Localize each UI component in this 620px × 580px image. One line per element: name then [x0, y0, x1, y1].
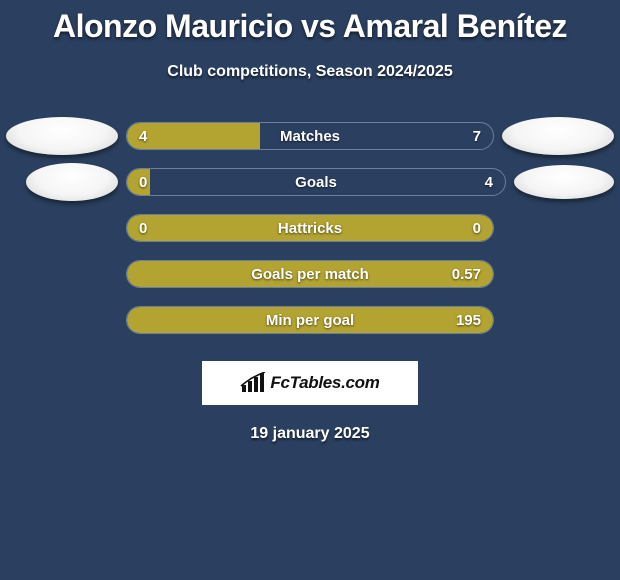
player-avatar-right	[502, 117, 614, 155]
badge-text: FcTables.com	[270, 373, 379, 393]
stat-label: Min per goal	[266, 312, 354, 329]
stat-label: Goals	[295, 174, 337, 191]
stat-label: Goals per match	[251, 266, 369, 283]
stat-row: 4 Matches 7	[2, 113, 618, 159]
source-badge: FcTables.com	[202, 361, 418, 405]
stat-row: 0 Hattricks 0	[2, 205, 618, 251]
stat-value-right: 7	[473, 128, 481, 145]
stat-value-right: 195	[456, 312, 481, 329]
stat-label: Hattricks	[278, 220, 342, 237]
stat-bar: 0 Goals 4	[126, 168, 506, 196]
stat-value-left: 0	[139, 174, 147, 191]
stat-row: 0 Goals 4	[2, 159, 618, 205]
subtitle: Club competitions, Season 2024/2025	[0, 63, 620, 81]
stat-bar: Min per goal 195	[126, 306, 494, 334]
stat-row: Goals per match 0.57	[2, 251, 618, 297]
chart-icon	[240, 372, 266, 394]
stat-value-left: 0	[139, 220, 147, 237]
stat-value-right: 4	[485, 174, 493, 191]
stat-bar: Goals per match 0.57	[126, 260, 494, 288]
stat-row: Min per goal 195	[2, 297, 618, 343]
date-label: 19 january 2025	[0, 425, 620, 443]
page-title: Alonzo Mauricio vs Amaral Benítez	[0, 0, 620, 45]
stat-bar: 4 Matches 7	[126, 122, 494, 150]
stat-value-left: 4	[139, 128, 147, 145]
player-avatar-left	[6, 117, 118, 155]
stat-value-right: 0	[473, 220, 481, 237]
player-avatar-left	[26, 163, 118, 201]
stats-container: 4 Matches 7 0 Goals 4 0 Hattricks 0 Goals per mat…	[0, 113, 620, 343]
stat-bar: 0 Hattricks 0	[126, 214, 494, 242]
player-avatar-right	[514, 165, 614, 199]
stat-value-right: 0.57	[452, 266, 481, 283]
stat-label: Matches	[280, 128, 340, 145]
